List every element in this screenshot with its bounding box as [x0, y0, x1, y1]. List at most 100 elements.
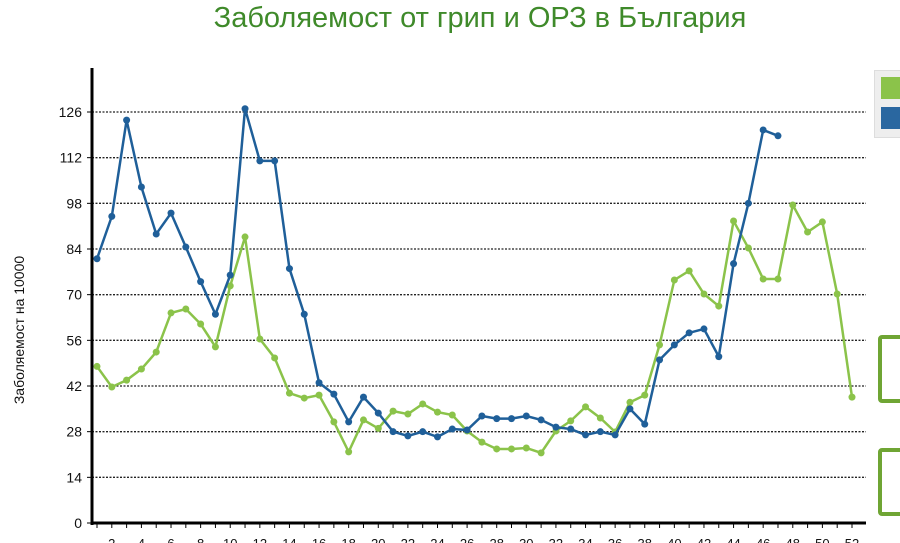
data-point [389, 407, 397, 415]
data-point [759, 275, 767, 283]
data-point [182, 243, 190, 251]
data-point [715, 353, 723, 361]
data-point [152, 348, 160, 356]
y-tick-label: 70 [66, 287, 82, 303]
data-point [596, 428, 604, 436]
data-point [226, 271, 234, 279]
data-point [315, 379, 323, 387]
data-point [241, 233, 249, 241]
data-point [93, 255, 101, 263]
data-point [611, 431, 619, 439]
data-point [404, 410, 412, 418]
data-point [123, 376, 131, 384]
x-tick-label: 30 [519, 536, 533, 543]
data-point [419, 400, 427, 408]
chart-type-line-button[interactable] [878, 335, 900, 403]
data-point [493, 415, 501, 423]
x-tick-label: 10 [223, 536, 237, 543]
data-point [804, 228, 812, 236]
data-point [271, 157, 279, 165]
data-point [596, 414, 604, 422]
data-point [582, 431, 590, 439]
data-point [508, 415, 516, 423]
x-tick-label: 32 [549, 536, 563, 543]
x-tick-label: 38 [638, 536, 652, 543]
data-point [256, 157, 264, 165]
data-point [123, 116, 131, 124]
data-point [241, 105, 249, 113]
x-tick-label: 34 [578, 536, 592, 543]
x-tick-label: 48 [786, 536, 800, 543]
data-point [93, 362, 101, 370]
data-point [389, 428, 397, 436]
data-point [656, 356, 664, 364]
legend-swatch-green [881, 77, 900, 99]
data-point [493, 445, 501, 453]
x-tick-label: 18 [341, 536, 355, 543]
series-line-0 [95, 201, 854, 455]
chart-type-area-button[interactable] [878, 448, 900, 516]
data-point [226, 282, 234, 290]
data-point [626, 405, 634, 413]
data-point [137, 365, 145, 373]
data-point [152, 230, 160, 238]
data-point [197, 278, 205, 286]
chart-title: Заболяемост от грип и ОРЗ в България [213, 2, 747, 34]
data-point [848, 393, 856, 401]
x-tick-label: 28 [489, 536, 503, 543]
data-point [730, 217, 738, 225]
data-point [656, 341, 664, 349]
data-point [211, 310, 219, 318]
x-tick-label: 50 [815, 536, 829, 543]
data-point [789, 201, 797, 209]
y-axis-label: Заболяемост на 10000 [11, 256, 27, 405]
data-point [744, 199, 752, 207]
data-point [300, 394, 308, 402]
data-point [285, 389, 293, 397]
data-point [670, 276, 678, 284]
data-point [759, 126, 767, 134]
data-point [137, 183, 145, 191]
data-point [522, 444, 530, 452]
x-tick-label: 6 [167, 536, 174, 543]
data-point [300, 310, 308, 318]
data-point [330, 418, 338, 426]
data-point [182, 305, 190, 313]
data-point [552, 423, 560, 431]
data-point [774, 132, 782, 140]
x-tick-label: 8 [197, 536, 204, 543]
data-point [508, 445, 516, 453]
data-point [374, 409, 382, 417]
data-point [478, 412, 486, 420]
data-point [522, 412, 530, 420]
x-tick-label: 40 [667, 536, 681, 543]
data-point [271, 354, 279, 362]
data-point [744, 244, 752, 252]
x-tick-label: 2 [108, 536, 115, 543]
data-point [567, 417, 575, 425]
y-tick-label: 98 [66, 195, 82, 211]
data-point [567, 425, 575, 433]
data-point [463, 426, 471, 434]
data-point [345, 448, 353, 456]
data-point [108, 383, 116, 391]
data-point [167, 209, 175, 217]
data-point [108, 212, 116, 220]
data-point [374, 424, 382, 432]
data-point [448, 425, 456, 433]
data-point [700, 325, 708, 333]
y-tick-label: 84 [66, 241, 82, 257]
x-tick-label: 4 [138, 536, 145, 543]
data-point [285, 265, 293, 273]
data-point [315, 391, 323, 399]
y-tick-label: 56 [66, 332, 82, 348]
legend-swatch-blue [881, 107, 900, 129]
x-tick-label: 46 [756, 536, 770, 543]
x-tick-label: 36 [608, 536, 622, 543]
x-tick-label: 24 [430, 536, 444, 543]
x-tick-label: 22 [401, 536, 415, 543]
y-tick-label: 112 [60, 150, 83, 166]
x-tick-label: 14 [282, 536, 296, 543]
data-point [404, 432, 412, 440]
data-point [774, 275, 782, 283]
